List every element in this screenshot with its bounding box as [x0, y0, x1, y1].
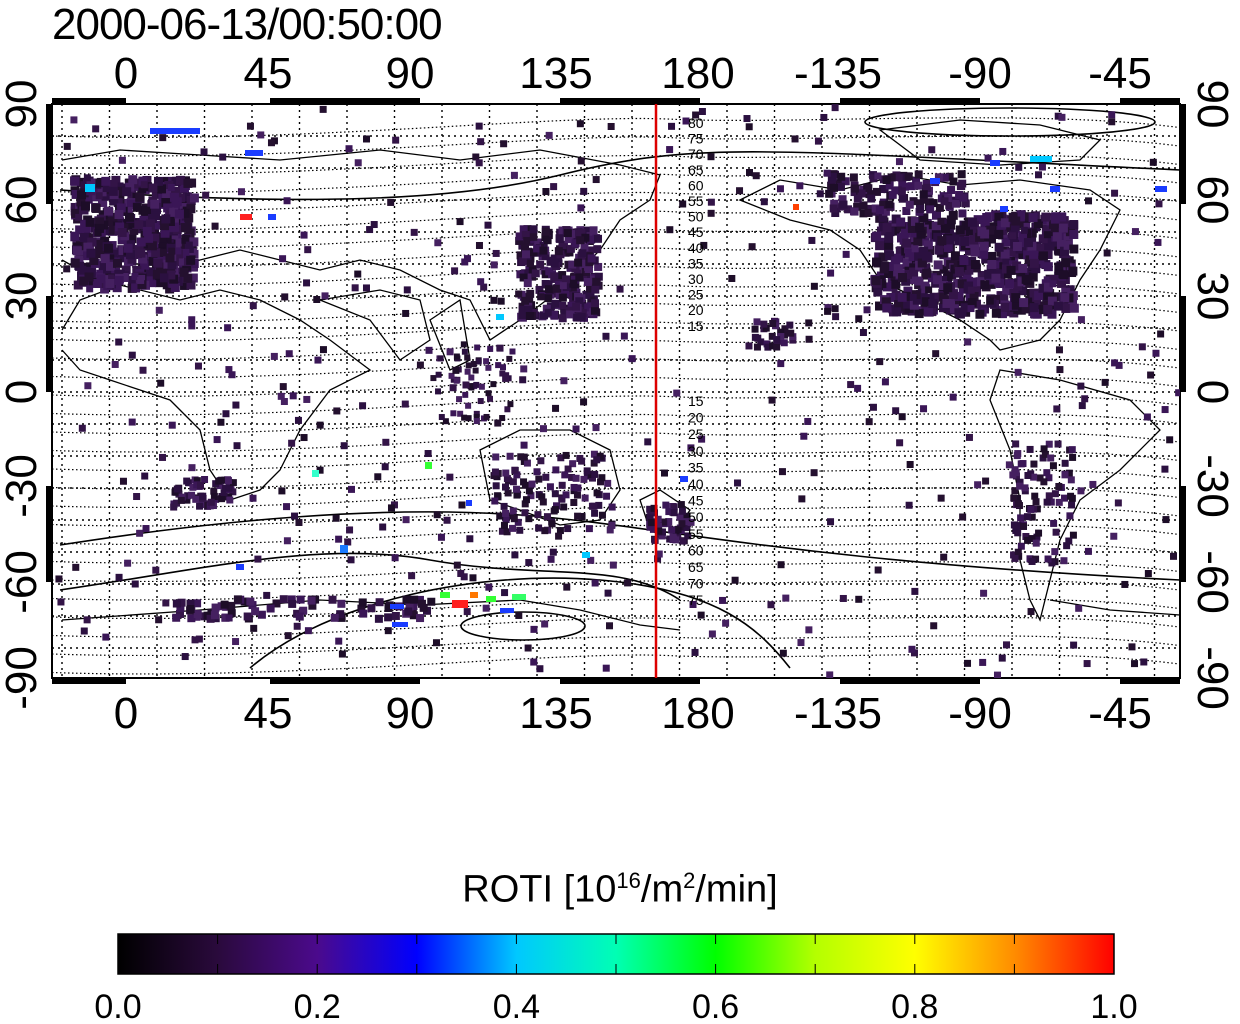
contour-label: 65	[688, 559, 704, 575]
longitude-tick-label: 0	[114, 689, 138, 738]
contour-label: 55	[688, 193, 704, 209]
contour-label: 55	[688, 526, 704, 542]
longitude-tick-label: -135	[794, 49, 882, 98]
longitude-tick-label: 90	[386, 49, 435, 98]
contour-label: 75	[688, 131, 704, 147]
contour-label: 65	[688, 162, 704, 178]
bottom-longitude-axis: 0 45 90 135 180 -135 -90 -45	[114, 689, 1152, 738]
contour-label: 75	[688, 592, 704, 608]
contour-label: 20	[688, 302, 704, 318]
latitude-tick-label: -30	[1188, 454, 1237, 518]
latitude-tick-label: -60	[1188, 550, 1237, 614]
map-frame	[51, 103, 1181, 679]
longitude-tick-label: 180	[661, 49, 734, 98]
latitude-tick-label: -30	[0, 454, 46, 518]
latitude-tick-label: 0	[1188, 380, 1237, 404]
latitude-tick-label: -60	[0, 550, 46, 614]
contour-label: 70	[688, 576, 704, 592]
longitude-tick-label: 180	[661, 689, 734, 738]
contour-label: 30	[688, 443, 704, 459]
colorbar-tick-label: 1.0	[1090, 988, 1137, 1024]
longitude-tick-label: -45	[1088, 49, 1152, 98]
contour-label: 40	[688, 476, 704, 492]
colorbar-title-mid: /m	[640, 868, 684, 911]
latitude-tick-label: 60	[1188, 176, 1237, 225]
latitude-tick-label: 90	[0, 80, 46, 129]
contour-label: 25	[688, 287, 704, 303]
contour-label: 15	[688, 393, 704, 409]
colorbar-title: ROTI [1016/m2/min]	[0, 868, 1240, 912]
contour-label: 80	[688, 115, 704, 131]
lat-lon-grid	[52, 104, 1180, 678]
contour-label: 50	[688, 509, 704, 525]
contour-label: 25	[688, 426, 704, 442]
colorbar-title-exp2: 2	[683, 868, 696, 893]
colorbar-ticks: 0.0 0.2 0.4 0.6 0.8 1.0	[94, 934, 1138, 1024]
latitude-tick-label: 30	[0, 272, 46, 321]
colorbar-tick-label: 0.4	[493, 988, 540, 1024]
contour-label: 45	[688, 224, 704, 240]
left-latitude-axis: 90 60 30 0 -30 -60 -90	[0, 80, 46, 710]
contour-label: 45	[688, 493, 704, 509]
contour-label: 40	[688, 240, 704, 256]
colorbar-tick-label: 0.0	[94, 988, 141, 1024]
latitude-tick-label: -90	[0, 646, 46, 710]
colorbar-tick-label: 0.8	[891, 988, 938, 1024]
colorbar-title-end: /min]	[695, 868, 778, 911]
latitude-tick-label: 90	[1188, 80, 1237, 129]
colorbar-title-exp1: 16	[616, 868, 641, 893]
colorbar-title-main: ROTI [10	[462, 868, 617, 911]
contour-label: 70	[688, 146, 704, 162]
longitude-tick-label: -90	[948, 689, 1012, 738]
contour-label: 60	[688, 542, 704, 558]
contour-label: 35	[688, 459, 704, 475]
colorbar-tick-label: 0.2	[294, 988, 341, 1024]
contour-label: 50	[688, 209, 704, 225]
contour-label: 20	[688, 410, 704, 426]
roti-observations	[55, 104, 1180, 678]
longitude-tick-label: 135	[519, 49, 592, 98]
right-latitude-axis: 90 60 30 0 -30 -60 -90	[1188, 80, 1237, 710]
longitude-tick-label: -90	[948, 49, 1012, 98]
latitude-tick-label: -90	[1188, 646, 1237, 710]
contour-label: 15	[688, 318, 704, 334]
longitude-tick-label: 45	[244, 689, 293, 738]
contour-label: 60	[688, 177, 704, 193]
longitude-tick-label: -135	[794, 689, 882, 738]
timestamp-title: 2000-06-13/00:50:00	[52, 0, 443, 49]
colorbar-tick-label: 0.6	[692, 988, 739, 1024]
longitude-tick-label: 45	[244, 49, 293, 98]
top-longitude-axis: 0 45 90 135 180 -135 -90 -45	[114, 49, 1152, 98]
longitude-tick-label: 90	[386, 689, 435, 738]
latitude-tick-label: 30	[1188, 272, 1237, 321]
border-bars	[46, 98, 1186, 684]
contour-label: 30	[688, 271, 704, 287]
longitude-tick-label: 135	[519, 689, 592, 738]
contour-label: 35	[688, 255, 704, 271]
latitude-tick-label: 0	[0, 380, 46, 404]
contour-labels: 8075706560555045403530252015152025303540…	[688, 115, 704, 608]
latitude-tick-label: 60	[0, 176, 46, 225]
longitude-tick-label: -45	[1088, 689, 1152, 738]
longitude-tick-label: 0	[114, 49, 138, 98]
